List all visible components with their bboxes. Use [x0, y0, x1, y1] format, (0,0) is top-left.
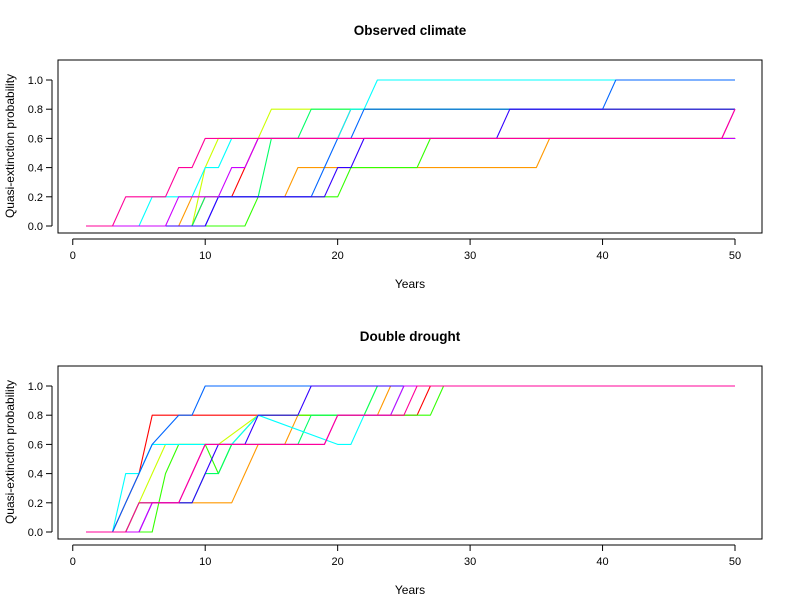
x-axis-ticks: 0 10 20 30 40 50 [70, 238, 741, 262]
x-tick-label: 0 [70, 250, 76, 262]
x-tick-label: 10 [199, 250, 211, 262]
x-axis-ticks: 0 10 20 30 40 50 [70, 544, 741, 568]
y-tick-label: 0.4 [28, 163, 43, 175]
series-line-10 [86, 108, 736, 227]
series-line-4 [86, 385, 735, 533]
x-tick-label: 40 [596, 556, 608, 568]
series-line-4 [86, 137, 735, 227]
y-axis-label: Quasi-extinction probability [3, 380, 17, 524]
series-line-6 [86, 79, 735, 227]
plot-frame [57, 365, 763, 540]
series-line-1 [86, 385, 735, 533]
series-line-2 [86, 137, 735, 227]
y-tick-label: 0.8 [28, 410, 43, 422]
y-axis-ticks: 0.0 0.2 0.4 0.6 0.8 1.0 [28, 381, 53, 539]
x-tick-label: 50 [729, 250, 741, 262]
series-line-9 [86, 385, 735, 533]
x-tick-label: 0 [70, 556, 76, 568]
chart-title: Double drought [360, 329, 461, 344]
x-tick-label: 20 [332, 556, 344, 568]
y-tick-label: 0.8 [28, 104, 43, 116]
plot-frame [57, 59, 763, 234]
series-line-8 [86, 108, 735, 227]
y-tick-label: 0.0 [28, 221, 43, 233]
y-tick-label: 0.4 [28, 469, 43, 481]
series-layer [86, 385, 735, 533]
y-tick-label: 0.6 [28, 133, 43, 145]
series-layer [86, 79, 736, 227]
series-line-10 [86, 385, 735, 533]
y-tick-label: 0.0 [28, 527, 43, 539]
y-tick-label: 0.2 [28, 498, 43, 510]
x-tick-label: 10 [199, 556, 211, 568]
x-axis-label: Years [395, 583, 425, 597]
chart-title: Observed climate [354, 23, 467, 38]
series-line-2 [86, 385, 735, 533]
x-tick-label: 40 [596, 250, 608, 262]
y-tick-label: 0.2 [28, 192, 43, 204]
x-tick-label: 30 [464, 556, 476, 568]
series-line-3 [86, 385, 735, 533]
series-line-5 [86, 385, 735, 533]
x-tick-label: 50 [729, 556, 741, 568]
panel-double-drought: Double drought Years Quasi-extinction pr… [3, 329, 763, 597]
series-line-6 [86, 385, 735, 533]
series-line-7 [86, 385, 735, 533]
x-tick-label: 20 [332, 250, 344, 262]
y-tick-label: 0.6 [28, 439, 43, 451]
series-line-9 [86, 108, 736, 227]
y-tick-label: 1.0 [28, 381, 43, 393]
x-axis-label: Years [395, 277, 425, 291]
panel-observed-climate: Observed climate Years Quasi-extinction … [3, 23, 763, 291]
x-tick-label: 30 [464, 250, 476, 262]
y-tick-label: 1.0 [28, 75, 43, 87]
y-axis-ticks: 0.0 0.2 0.4 0.6 0.8 1.0 [28, 75, 53, 233]
series-line-8 [86, 385, 735, 533]
y-axis-label: Quasi-extinction probability [3, 74, 17, 218]
series-line-7 [86, 79, 735, 227]
